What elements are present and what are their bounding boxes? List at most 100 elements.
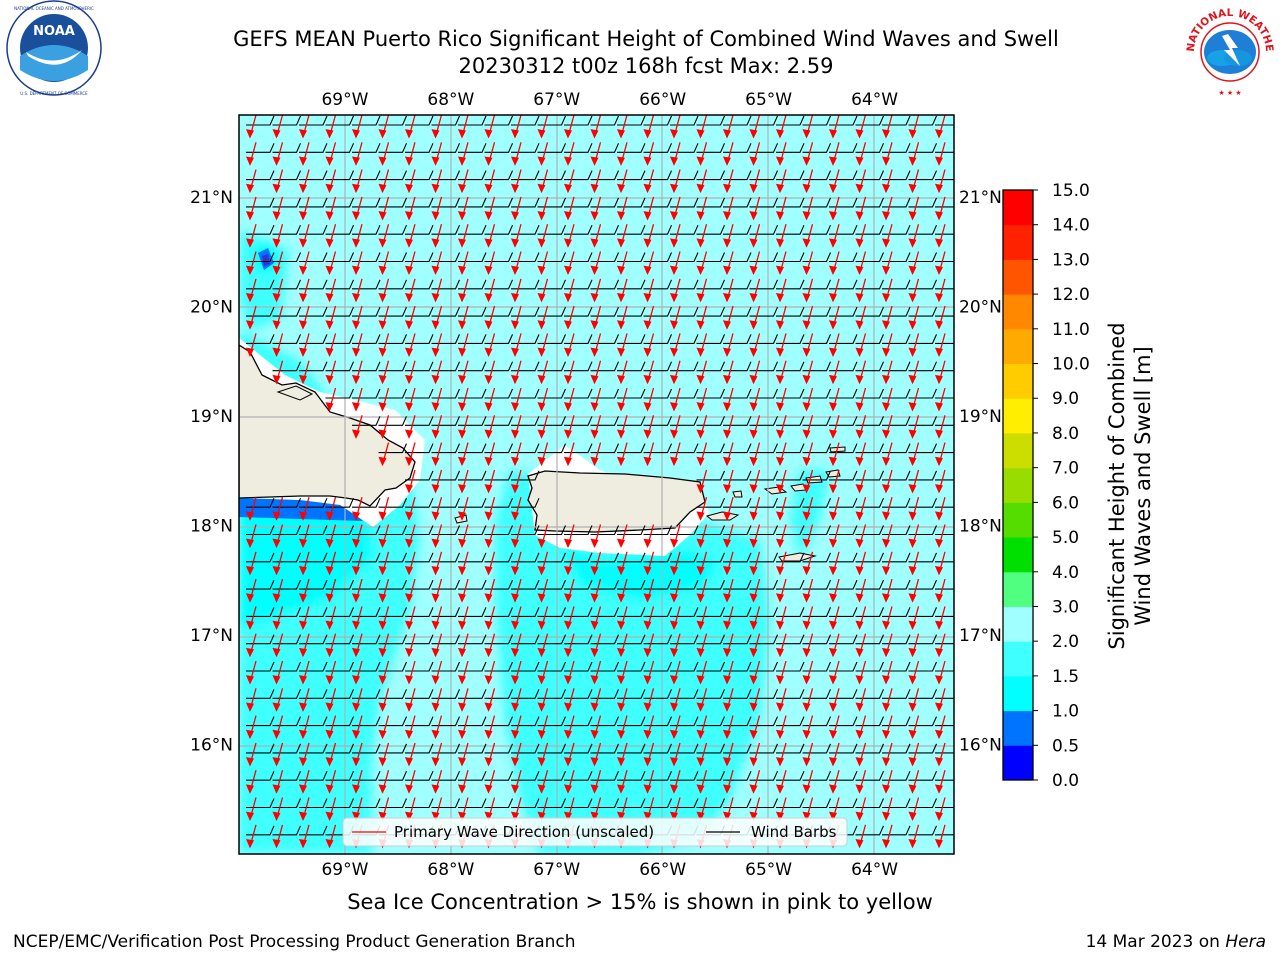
- wave-arrow-head: [351, 757, 360, 767]
- wind-barb: [325, 197, 355, 208]
- wave-arrow-head: [325, 402, 334, 412]
- wave-arrow-head: [325, 784, 334, 794]
- wave-arrow-head: [881, 811, 890, 822]
- wave-arrow-head: [590, 183, 599, 194]
- wind-barb: [564, 416, 593, 426]
- wind-barb: [749, 170, 779, 181]
- wave-arrow-head: [908, 265, 917, 276]
- wind-barb: [431, 661, 461, 672]
- wind-barb: [723, 197, 752, 208]
- wind-barb: [670, 579, 699, 590]
- wind-barb: [696, 743, 726, 754]
- wave-arrow-head: [775, 811, 784, 822]
- wave-arrow-head: [510, 811, 519, 822]
- wave-arrow-head: [934, 647, 943, 658]
- wind-barb: [458, 579, 487, 590]
- wind-barb: [617, 552, 646, 563]
- noaa-logo: NOAA NATIONAL OCEANIC AND ATMOSPHERIC U.…: [6, 0, 102, 96]
- wave-arrow-head: [484, 647, 493, 658]
- wave-arrow-head: [563, 402, 572, 412]
- wind-barb: [908, 443, 938, 454]
- wave-arrow-head: [537, 675, 546, 685]
- wave-arrow-head: [643, 265, 652, 276]
- wave-arrow-head: [325, 511, 334, 521]
- wind-barb: [855, 334, 885, 344]
- colorbar-segment: [1003, 467, 1033, 503]
- wind-barb: [617, 197, 646, 208]
- wave-arrow-head: [351, 347, 360, 357]
- wind-barb: [776, 388, 805, 399]
- wave-arrow-head: [484, 702, 493, 712]
- wave-arrow-head: [908, 129, 917, 139]
- wave-arrow-head: [908, 292, 917, 303]
- wind-barb: [670, 252, 699, 263]
- wind-barb: [935, 342, 954, 344]
- wave-arrow-head: [378, 456, 387, 467]
- wind-barb: [299, 143, 328, 153]
- wind-barb: [590, 743, 620, 754]
- wind-barb: [511, 279, 540, 290]
- wave-arrow-head: [775, 757, 784, 767]
- wave-arrow-head: [351, 238, 360, 248]
- wave-arrow-head: [749, 265, 758, 276]
- wave-arrow-head: [802, 757, 811, 767]
- colorbar-segment: [1003, 502, 1033, 538]
- wind-barb: [511, 361, 540, 372]
- wind-barb: [802, 279, 832, 290]
- wind-barb: [352, 579, 381, 590]
- wave-arrow-head: [484, 211, 493, 221]
- wind-barb: [511, 115, 540, 126]
- wave-arrow-head: [457, 129, 466, 139]
- wave-arrow-head: [351, 320, 360, 330]
- wind-barb: [908, 470, 938, 481]
- wind-barb: [696, 252, 726, 263]
- y-tick-label-left: 19°N: [190, 407, 233, 427]
- wind-barb: [855, 825, 885, 836]
- wave-arrow-head: [484, 292, 493, 303]
- wave-arrow-head: [669, 729, 678, 740]
- colorbar-tick-label: 5.0: [1052, 528, 1079, 548]
- wave-arrow-head: [908, 238, 917, 248]
- wave-arrow-head: [510, 484, 519, 494]
- wind-barb: [272, 716, 302, 727]
- wave-arrow-head: [378, 757, 387, 767]
- wave-arrow-head: [855, 511, 864, 521]
- wave-arrow-head: [484, 675, 493, 685]
- wave-arrow-head: [298, 183, 307, 194]
- wave-arrow-head: [510, 538, 519, 549]
- wind-barb: [908, 798, 938, 809]
- wave-arrow-head: [431, 402, 440, 412]
- wind-barb: [458, 770, 487, 781]
- y-tick-label-right: 18°N: [959, 517, 1002, 537]
- wave-arrow-head: [934, 757, 943, 767]
- wave-arrow-head: [457, 347, 466, 357]
- wind-barb: [643, 197, 673, 208]
- wave-arrow-head: [590, 129, 599, 139]
- wave-arrow-head: [722, 565, 731, 576]
- wave-arrow-head: [537, 538, 546, 549]
- wind-barb: [590, 579, 620, 590]
- wind-barb: [484, 716, 514, 727]
- wind-barb: [776, 689, 805, 699]
- wind-barb: [246, 224, 275, 235]
- wave-arrow-head: [722, 211, 731, 221]
- wind-barb: [670, 224, 699, 235]
- wave-arrow-head: [616, 292, 625, 303]
- wave-arrow-head: [802, 811, 811, 822]
- wind-barb: [908, 525, 938, 536]
- wind-barb: [882, 443, 911, 454]
- wave-arrow-head: [722, 484, 731, 494]
- wave-arrow-head: [775, 374, 784, 385]
- wind-barb: [802, 416, 832, 426]
- wave-arrow-head: [537, 593, 546, 603]
- wave-arrow-head: [245, 675, 254, 685]
- wave-arrow-head: [378, 129, 387, 139]
- wave-arrow-head: [590, 702, 599, 712]
- wave-arrow-head: [749, 238, 758, 248]
- wind-barb: [643, 334, 673, 344]
- wind-barb: [908, 607, 938, 617]
- legend-barb-label: Wind Barbs: [751, 823, 837, 841]
- wave-arrow-head: [431, 156, 440, 166]
- wave-arrow-head: [484, 347, 493, 357]
- wave-arrow-head: [404, 811, 413, 822]
